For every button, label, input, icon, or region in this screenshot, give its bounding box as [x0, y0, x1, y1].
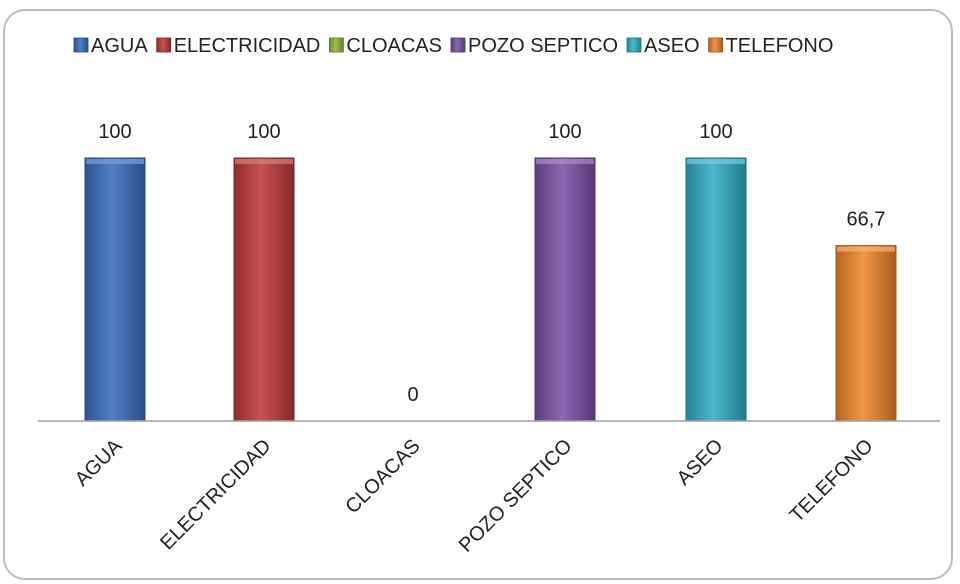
bars: [84, 157, 897, 422]
data-label-aseo: 100: [699, 121, 732, 143]
x-tick-labels: AGUA ELECTRICIDAD CLOACAS POZO SEPTICO ASEO T…: [71, 435, 878, 557]
bar-highlight-aseo: [687, 159, 745, 164]
legend-item-electricidad: ELECTRICIDAD: [156, 35, 321, 57]
legend-item-aseo: ASEO: [626, 35, 700, 57]
legend-swatch-electricidad: [156, 37, 172, 53]
x-tick-pozo-septico: POZO SEPTICO: [455, 435, 577, 557]
x-tick-cloacas: CLOACAS: [341, 435, 424, 518]
x-tick-aseo: ASEO: [673, 435, 728, 490]
data-label-telefono: 66,7: [847, 209, 886, 231]
x-tick-electricidad: ELECTRICIDAD: [156, 435, 275, 554]
bar-aseo: [685, 157, 747, 422]
legend-swatch-telefono: [708, 37, 723, 53]
bar-telefono: [835, 245, 897, 422]
bar-agua: [84, 157, 146, 422]
legend-item-agua: AGUA: [73, 35, 148, 57]
bar-pozo-septico: [534, 157, 596, 422]
bar-highlight-telefono: [837, 246, 895, 252]
legend-swatch-aseo: [626, 37, 642, 53]
x-tick-telefono: TELEFONO: [786, 435, 878, 527]
legend-label-aseo: ASEO: [644, 35, 700, 57]
data-label-cloacas: 0: [407, 384, 418, 406]
data-labels: 100 100 0 100 100 66,7: [98, 121, 885, 406]
bar-electricidad: [233, 157, 295, 422]
legend-item-pozo-septico: POZO SEPTICO: [450, 35, 618, 57]
x-tick-agua: AGUA: [71, 435, 127, 491]
legend-item-telefono: TELEFONO: [708, 35, 834, 57]
legend: AGUA ELECTRICIDAD CLOACAS POZO SEPTICO ASEO T…: [73, 35, 834, 57]
bar-highlight-agua: [86, 159, 144, 164]
chart-frame: [3, 9, 953, 580]
legend-label-agua: AGUA: [91, 35, 148, 57]
bar-highlight-pozo-septico: [536, 159, 594, 164]
legend-item-cloacas: CLOACAS: [328, 35, 442, 57]
data-label-electricidad: 100: [247, 121, 280, 143]
legend-swatch-pozo-septico: [450, 37, 466, 53]
legend-label-telefono: TELEFONO: [726, 35, 834, 57]
legend-label-pozo-septico: POZO SEPTICO: [468, 35, 618, 57]
legend-swatch-agua: [73, 37, 89, 53]
legend-label-cloacas: CLOACAS: [346, 35, 442, 57]
data-label-pozo-septico: 100: [548, 121, 581, 143]
legend-swatch-cloacas: [328, 37, 344, 53]
data-label-agua: 100: [98, 121, 131, 143]
legend-label-electricidad: ELECTRICIDAD: [174, 35, 321, 57]
bar-highlight-electricidad: [235, 159, 293, 164]
